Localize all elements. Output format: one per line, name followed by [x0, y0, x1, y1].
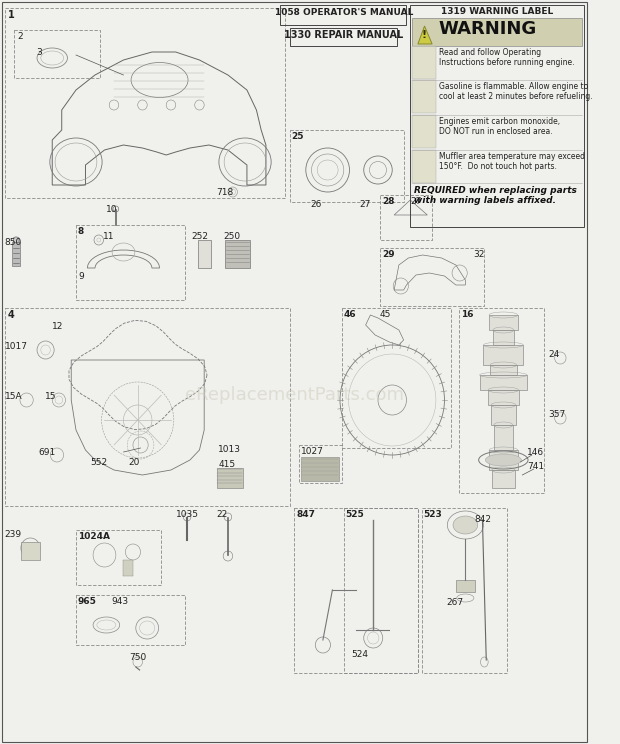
Text: 15: 15 — [45, 392, 56, 401]
Text: 24: 24 — [548, 350, 559, 359]
Polygon shape — [493, 330, 514, 345]
Polygon shape — [301, 457, 339, 481]
Text: 45: 45 — [380, 310, 391, 319]
Text: 11: 11 — [102, 232, 114, 241]
Text: 46: 46 — [344, 310, 356, 319]
Polygon shape — [412, 18, 582, 46]
Text: 28: 28 — [382, 197, 394, 206]
Text: 965: 965 — [78, 597, 97, 606]
Polygon shape — [491, 405, 516, 425]
Polygon shape — [489, 315, 518, 330]
Text: 10: 10 — [107, 205, 118, 214]
Text: 15A: 15A — [5, 392, 22, 401]
Polygon shape — [418, 26, 432, 44]
Text: 12: 12 — [52, 322, 64, 331]
Text: 16: 16 — [461, 310, 473, 319]
Text: 252: 252 — [192, 232, 209, 241]
Text: 1024A: 1024A — [78, 532, 110, 541]
Polygon shape — [412, 150, 436, 183]
Text: Gasoline is flammable. Allow engine to
cool at least 2 minutes before refueling.: Gasoline is flammable. Allow engine to c… — [439, 82, 592, 101]
Text: 27: 27 — [410, 197, 422, 206]
Text: 29: 29 — [382, 250, 394, 259]
Polygon shape — [216, 468, 243, 488]
Text: 1: 1 — [7, 10, 14, 20]
Text: 741: 741 — [527, 462, 544, 471]
Text: 524: 524 — [352, 650, 368, 659]
Polygon shape — [494, 425, 513, 450]
Text: 1017: 1017 — [5, 342, 28, 351]
Text: 250: 250 — [223, 232, 241, 241]
Text: 239: 239 — [5, 530, 22, 539]
Text: 2: 2 — [17, 32, 23, 41]
Ellipse shape — [453, 516, 477, 534]
Text: 27: 27 — [359, 200, 370, 209]
Text: 750: 750 — [129, 653, 146, 662]
Polygon shape — [492, 470, 515, 488]
Polygon shape — [490, 365, 516, 375]
Text: 4: 4 — [7, 310, 14, 320]
Polygon shape — [225, 240, 250, 268]
Text: 847: 847 — [296, 510, 316, 519]
Polygon shape — [484, 345, 523, 365]
Text: eReplacementParts.com: eReplacementParts.com — [185, 386, 404, 404]
Polygon shape — [488, 390, 518, 405]
Polygon shape — [456, 580, 475, 592]
Polygon shape — [12, 242, 20, 266]
Text: 8: 8 — [78, 227, 84, 236]
Text: 267: 267 — [446, 598, 464, 607]
Polygon shape — [489, 450, 518, 470]
Text: 25: 25 — [291, 132, 304, 141]
Text: 525: 525 — [346, 510, 365, 519]
Polygon shape — [13, 237, 19, 243]
Text: 26: 26 — [311, 200, 322, 209]
Text: 1013: 1013 — [218, 445, 241, 454]
Text: !: ! — [422, 30, 427, 40]
Text: 552: 552 — [91, 458, 107, 467]
Text: Read and follow Operating
Instructions before running engine.: Read and follow Operating Instructions b… — [439, 48, 574, 68]
Text: 22: 22 — [216, 510, 228, 519]
Text: 415: 415 — [218, 460, 236, 469]
Text: 9: 9 — [79, 272, 84, 281]
Text: 20: 20 — [128, 458, 140, 467]
Polygon shape — [21, 542, 40, 560]
Text: 146: 146 — [527, 448, 544, 457]
Text: WARNING: WARNING — [439, 20, 537, 38]
Polygon shape — [480, 375, 527, 390]
Text: Engines emit carbon monoxide,
DO NOT run in enclosed area.: Engines emit carbon monoxide, DO NOT run… — [439, 117, 560, 136]
Polygon shape — [123, 560, 133, 576]
Text: Muffler area temperature may exceed
150°F.  Do not touch hot parts.: Muffler area temperature may exceed 150°… — [439, 152, 585, 171]
Text: REQUIRED when replacing parts
with warning labels affixed.: REQUIRED when replacing parts with warni… — [414, 186, 577, 205]
Text: 32: 32 — [473, 250, 484, 259]
Text: 943: 943 — [111, 597, 128, 606]
Text: 1319 WARNING LABEL: 1319 WARNING LABEL — [441, 7, 553, 16]
Text: 1058 OPERATOR'S MANUAL: 1058 OPERATOR'S MANUAL — [275, 8, 413, 17]
Text: 357: 357 — [548, 410, 565, 419]
Text: 523: 523 — [423, 510, 442, 519]
Polygon shape — [198, 240, 211, 268]
Text: 718: 718 — [216, 188, 234, 197]
Polygon shape — [412, 115, 436, 148]
Text: 1027: 1027 — [301, 447, 324, 456]
Text: 1330 REPAIR MANUAL: 1330 REPAIR MANUAL — [284, 30, 404, 40]
Text: 842: 842 — [475, 515, 492, 524]
Ellipse shape — [485, 454, 521, 466]
Text: 1035: 1035 — [175, 510, 198, 519]
Polygon shape — [412, 80, 436, 113]
Text: 850: 850 — [5, 238, 22, 247]
Text: 691: 691 — [38, 448, 55, 457]
Polygon shape — [412, 46, 436, 79]
Text: 3: 3 — [36, 48, 42, 57]
